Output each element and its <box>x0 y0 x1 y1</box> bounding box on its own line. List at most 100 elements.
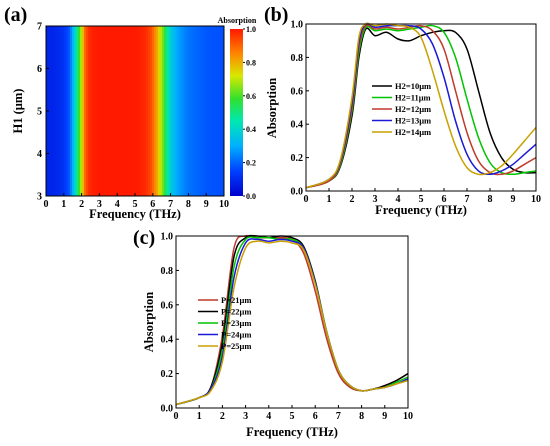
y-tick-label: 0.8 <box>161 266 174 277</box>
legend-label: H2=12μm <box>395 104 431 114</box>
heatmap-cell <box>206 26 209 196</box>
legend-label: H2=10μm <box>395 81 431 91</box>
colorbar-tick-label: 0.0 <box>246 192 256 201</box>
heatmap-cell <box>188 26 191 196</box>
heatmap-cell <box>170 26 173 196</box>
heatmap-cell <box>194 26 197 196</box>
heatmap-cell <box>208 26 211 196</box>
series-line <box>175 236 409 406</box>
y-axis-ticks: 0.0 0.2 0.4 0.6 0.8 1.0 <box>291 20 309 198</box>
x-tick-label: 7 <box>336 411 341 422</box>
x-tick-label: 4 <box>396 194 401 205</box>
heatmap-cell <box>152 26 155 196</box>
x-tick-label: 9 <box>204 199 209 210</box>
heatmap-cell <box>110 26 113 196</box>
heatmap-cell <box>138 26 141 196</box>
x-tick-label: 3 <box>97 199 102 210</box>
x-tick-label: 0 <box>304 194 309 205</box>
x-tick-label: 2 <box>79 199 84 210</box>
panel-label: (a) <box>4 4 27 26</box>
heatmap-cell <box>136 26 139 196</box>
x-tick-label: 0 <box>44 199 49 210</box>
x-tick-label: 10 <box>219 199 229 210</box>
series-line <box>175 238 409 406</box>
x-tick-label: 5 <box>290 411 295 422</box>
heatmap-cell <box>102 26 105 196</box>
y-tick-label: 6 <box>37 64 42 75</box>
legend-label: P=23μm <box>221 318 251 328</box>
x-tick-label: 3 <box>243 411 248 422</box>
heatmap-cell <box>112 26 115 196</box>
heatmap-cell <box>92 26 95 196</box>
x-tick-label: 0 <box>174 411 179 422</box>
legend-label: P=22μm <box>221 307 251 317</box>
heatmap-cell <box>174 26 177 196</box>
heatmap-cell <box>74 26 77 196</box>
heatmap-cell <box>166 26 169 196</box>
colorbar-tick-label: 0.2 <box>246 159 256 168</box>
heatmap-cell <box>156 26 159 196</box>
x-axis-ticks: 0 1 2 3 4 5 6 7 8 9 10 <box>174 405 413 422</box>
heatmap-cell <box>220 26 223 196</box>
heatmap-cell <box>172 26 175 196</box>
heatmap-cell <box>200 26 203 196</box>
series-line <box>175 234 409 406</box>
legend-label: H2=14μm <box>395 127 431 137</box>
heatmap-cell <box>52 26 55 196</box>
x-tick-label: 1 <box>327 194 332 205</box>
heatmap-cell <box>176 26 179 196</box>
heatmap-area <box>46 26 225 196</box>
heatmap-cell <box>158 26 161 196</box>
heatmap-cell <box>160 26 163 196</box>
x-tick-label: 5 <box>133 199 138 210</box>
heatmap-cell <box>212 26 215 196</box>
heatmap-cell <box>72 26 75 196</box>
line-chart-panel-c: (c) 0 1 2 3 4 5 6 7 8 9 10 0.0 0.2 0.4 0.6 0.8 1.0 Freq… <box>133 227 413 439</box>
x-tick-label: 2 <box>350 194 355 205</box>
plot-area <box>305 22 537 189</box>
x-tick-label: 8 <box>488 194 493 205</box>
heatmap-cell <box>68 26 71 196</box>
colorbar-tick-label: 0.6 <box>246 92 256 101</box>
heatmap-cell <box>142 26 145 196</box>
heatmap-cell <box>162 26 165 196</box>
x-tick-label: 7 <box>465 194 470 205</box>
x-tick-label: 7 <box>168 199 173 210</box>
y-tick-label: 0.2 <box>161 369 174 380</box>
x-tick-label: 8 <box>359 411 364 422</box>
heatmap-cell <box>50 26 53 196</box>
colorbar-tick-label: 0.4 <box>246 125 256 134</box>
y-tick-label: 1.0 <box>291 20 304 31</box>
heatmap-cell <box>178 26 181 196</box>
heatmap-cell <box>126 26 129 196</box>
heatmap-cell <box>144 26 147 196</box>
x-axis-label: Frequency (THz) <box>89 207 181 221</box>
x-axis-label: Frequency (THz) <box>246 425 338 439</box>
heatmap-cell <box>104 26 107 196</box>
series-line <box>175 234 409 406</box>
x-tick-label: 2 <box>220 411 225 422</box>
heatmap-cell <box>56 26 59 196</box>
y-axis-label: Absorption <box>142 292 156 352</box>
x-tick-label: 6 <box>442 194 447 205</box>
heatmap-cell <box>128 26 131 196</box>
plot-frame <box>175 235 409 409</box>
heatmap-cell <box>154 26 157 196</box>
heatmap-cell <box>150 26 153 196</box>
heatmap-cell <box>80 26 83 196</box>
heatmap-cell <box>90 26 93 196</box>
x-tick-label: 4 <box>266 411 271 422</box>
heatmap-cell <box>54 26 57 196</box>
y-axis-ticks: 3 4 5 6 7 <box>37 22 49 203</box>
heatmap-cell <box>130 26 133 196</box>
x-axis-ticks: 0 1 2 3 4 5 6 7 8 9 10 <box>304 188 541 205</box>
heatmap-cell <box>96 26 99 196</box>
heatmap-cell <box>216 26 219 196</box>
heatmap-cell <box>146 26 149 196</box>
heatmap-cell <box>210 26 213 196</box>
x-tick-label: 9 <box>511 194 516 205</box>
colorbar-title: Absorption <box>218 16 257 25</box>
